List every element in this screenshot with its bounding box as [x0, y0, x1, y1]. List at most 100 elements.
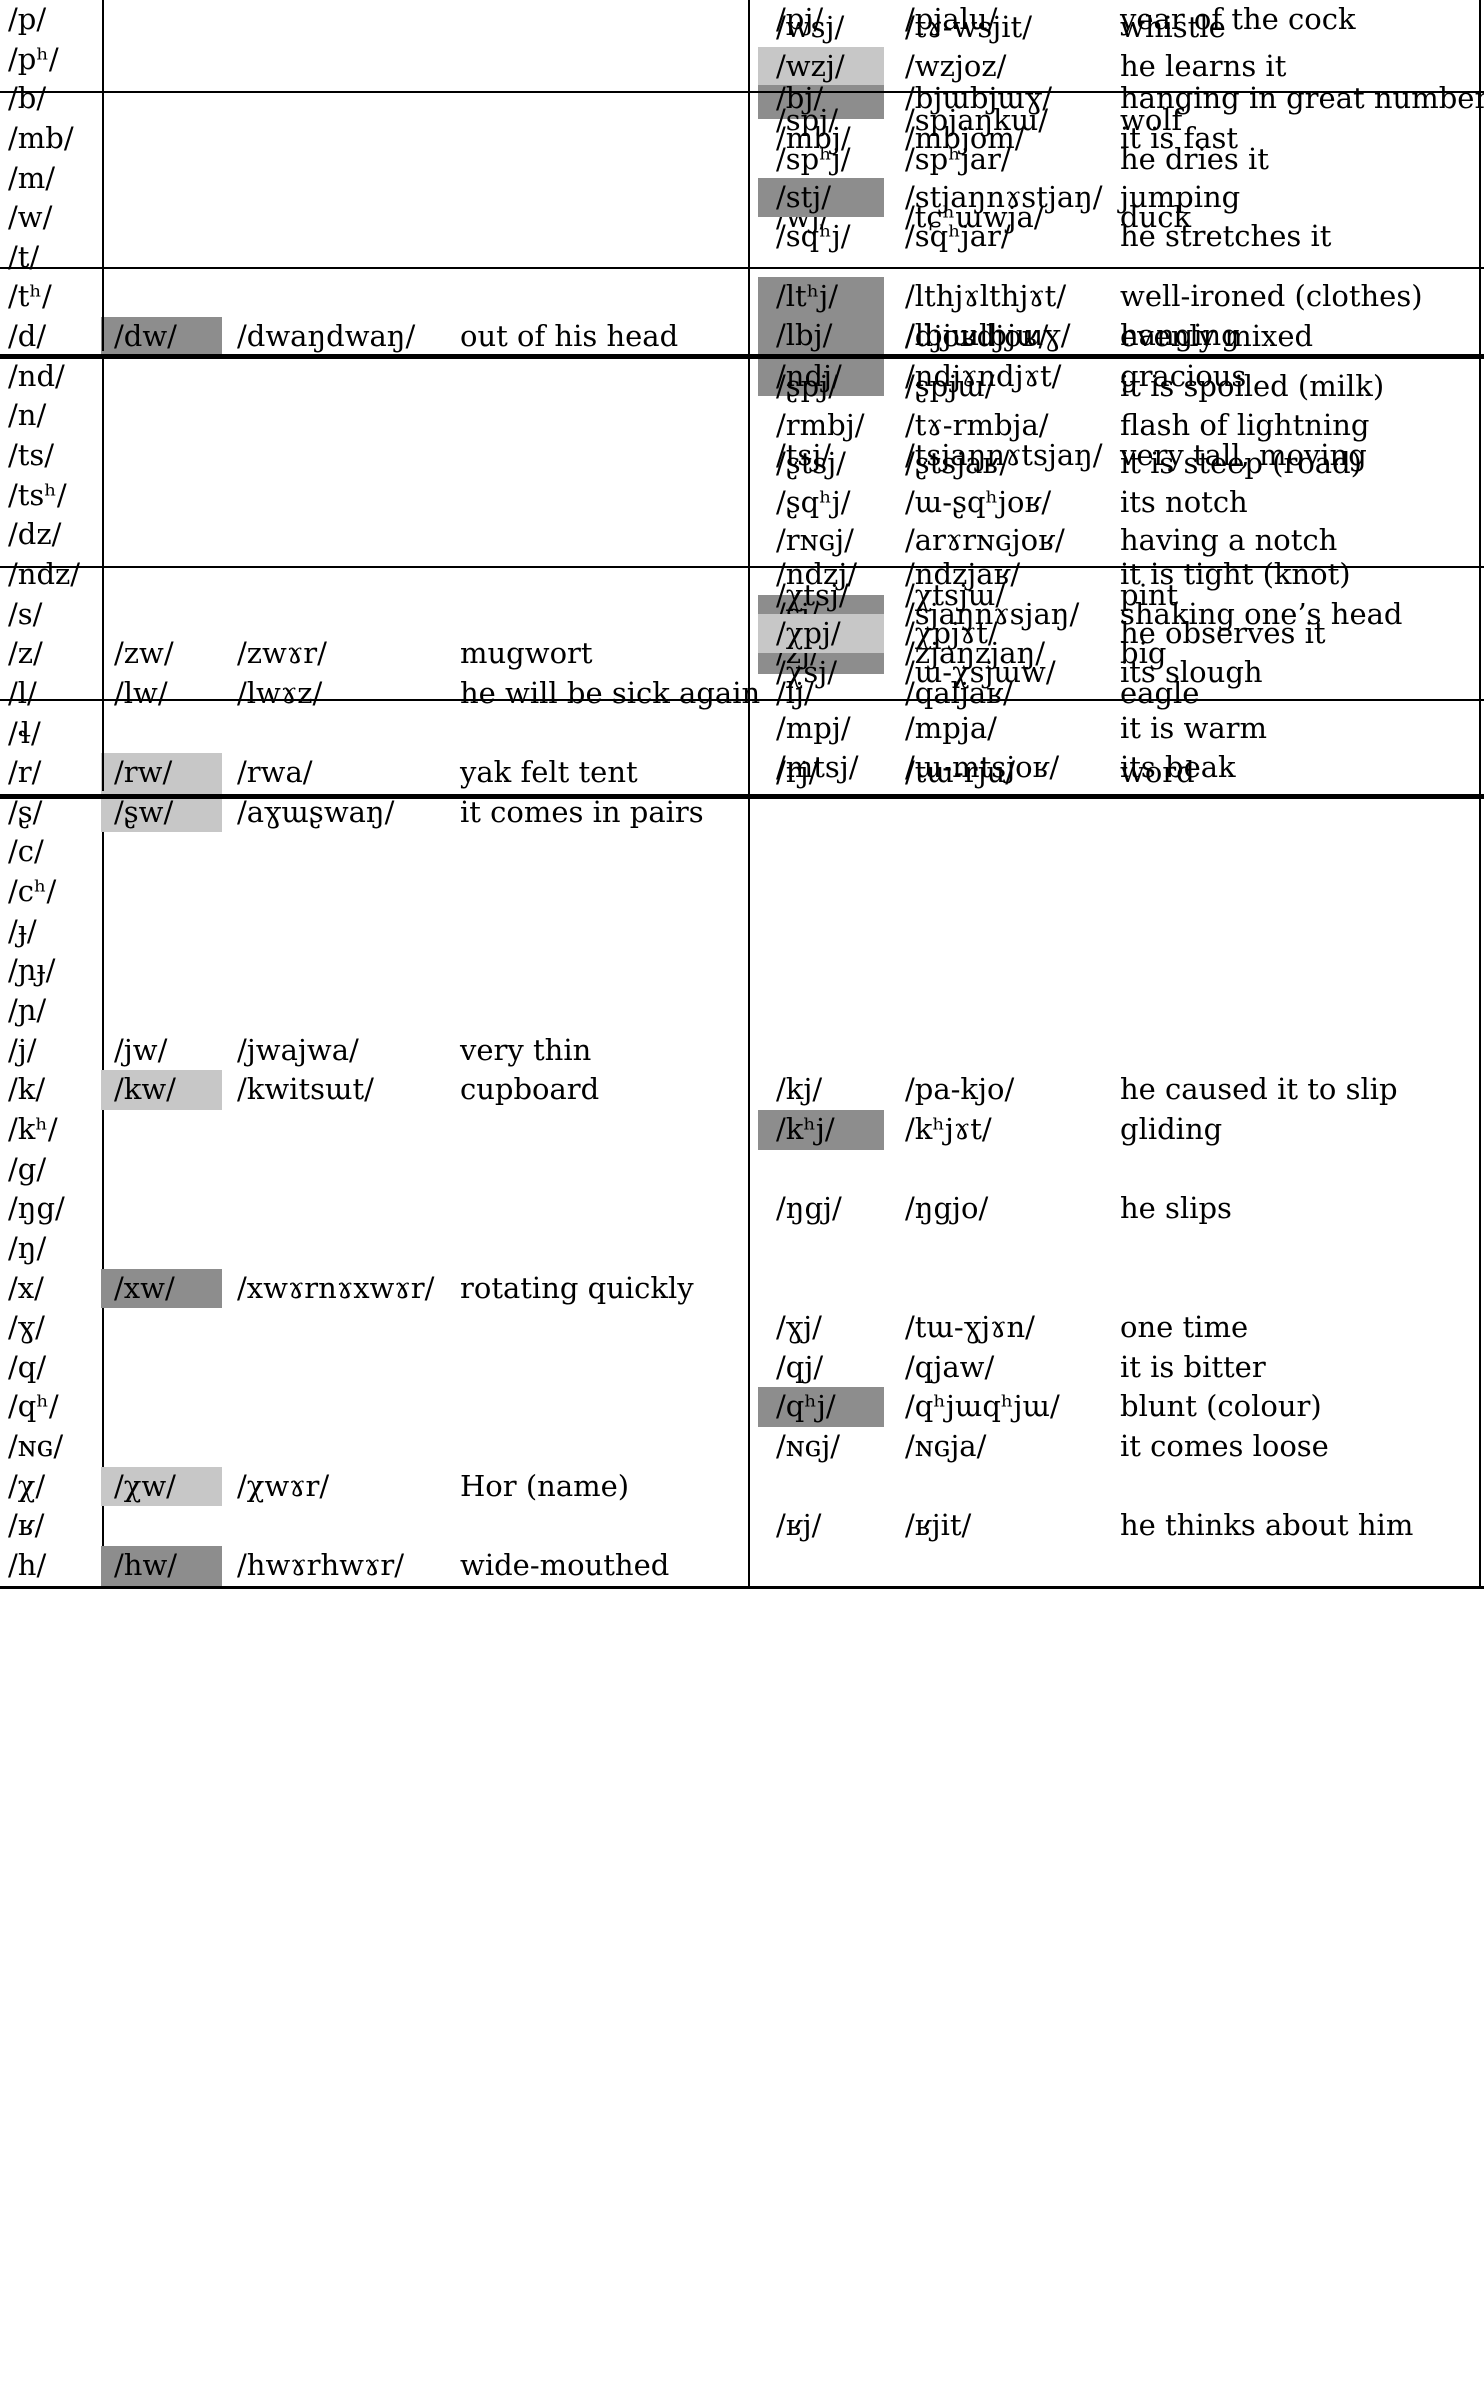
gloss-label: evenly mixed	[1120, 319, 1314, 354]
table-row: /χ/ /χw/ /χwɤr/Hor (name)	[0, 1466, 748, 1507]
gloss-label: eagle	[1120, 675, 1200, 710]
table-row: /χpj/ /χpjɤt/he observes it	[0, 614, 1484, 653]
vertical-rule	[1479, 96, 1481, 264]
phoneme-label: /ɬ/	[8, 715, 41, 750]
gloss-label: hanging	[1120, 317, 1240, 352]
cluster-label	[758, 1467, 884, 1507]
example-label: /ŋgjo/	[905, 1191, 989, 1226]
table-row: /ʂpj/ /ʂpjɯ/it is spoiled (milk)	[0, 367, 1484, 406]
cluster-label: /ltʰj/	[758, 277, 884, 316]
cluster-label: /ɣj/	[776, 1310, 822, 1345]
example-label: /tɯ-rju/	[905, 755, 1016, 790]
cluster-label: /spʰj/	[776, 141, 851, 176]
cluster-label: /lbj/	[758, 315, 884, 354]
table-row: /ɣ/	[0, 1308, 748, 1348]
gloss-label: out of his head	[460, 319, 679, 354]
gloss-label: it comes loose	[1120, 1429, 1329, 1464]
table-row: /s/	[0, 595, 748, 635]
table-row: /pj/ /pjalu/year of the cock	[748, 0, 1484, 40]
example-label: /tsjaŋnɤtsjaŋ/	[905, 438, 1103, 473]
cluster-label: /sqʰj/	[776, 218, 851, 253]
cluster-label	[758, 951, 884, 991]
example-label: /tɤ-wsjit/	[905, 10, 1032, 44]
table-row: /ɟ/	[0, 912, 748, 952]
table-row: /p/	[0, 0, 748, 40]
gloss-label: very tall, moving	[1120, 438, 1367, 473]
cluster-label: /wsj/	[776, 10, 845, 44]
phoneme-label: /d/	[8, 319, 47, 354]
example-label: /pa-kjo/	[905, 1072, 1015, 1107]
cluster-band: /mpj/ /mpja/it is warm/mtsj/ /ɯ-mtsjoʁ/its…	[0, 701, 1484, 799]
cluster-label: /χw/	[101, 1466, 222, 1507]
table-row: /m/	[0, 159, 748, 199]
phoneme-label: /ŋ/	[8, 1230, 47, 1265]
example-label: /dwaŋdwaŋ/	[237, 319, 416, 354]
table-row: /rɴɢj/ /arɤrɴɢjoʁ/having a notch	[0, 521, 1484, 560]
table-row: /ŋ/	[0, 1229, 748, 1269]
cluster-label: /rmbj/	[776, 407, 865, 442]
vertical-rule	[1479, 0, 1481, 1586]
example-label: /stjaŋnɤstjaŋ/	[905, 180, 1103, 214]
cluster-label	[101, 1348, 222, 1388]
table-row: /x/ /xw/ /xwɤrnɤxwɤr/rotating quickly	[0, 1268, 748, 1309]
vertical-rule	[748, 3, 750, 88]
main-consonant-table: /p//pʰ//b//mb//m//w//t//tʰ//d//dw//dwaŋd…	[0, 0, 1484, 1589]
example-label: /kʰjɤt/	[905, 1111, 992, 1146]
table-row	[748, 1031, 1484, 1071]
table-row: /j/ /jw/ /jwajwa/very thin	[0, 1031, 748, 1071]
table-row: /l/ /lw/ /lwɤz/he will be sick again	[0, 674, 760, 714]
phoneme-label: /r/	[8, 755, 42, 790]
vertical-rule	[748, 362, 750, 563]
example-label: /tɯ-ɣjɤn/	[905, 1310, 1035, 1345]
cluster-label: /xw/	[101, 1268, 222, 1309]
cluster-label: /rɴɢj/	[776, 523, 854, 557]
table-row: /mb/	[0, 119, 748, 159]
gloss-label: its notch	[1120, 484, 1248, 519]
table-row: /c/	[0, 832, 748, 872]
phoneme-label: /cʰ/	[8, 874, 57, 909]
gloss-label: he learns it	[1120, 48, 1287, 83]
example-label: /qjaw/	[905, 1349, 995, 1384]
phoneme-label: /mb/	[8, 120, 74, 155]
example-label: /hwɤrhwɤr/	[237, 1547, 404, 1582]
gloss-label: yak felt tent	[460, 755, 638, 790]
table-row: /mpj/ /mpja/it is warm	[0, 709, 1484, 748]
cluster-label: /ʂw/	[101, 792, 222, 833]
gloss-label: year of the cock	[1120, 2, 1356, 36]
example-label: /lwɤz/	[237, 675, 323, 710]
cluster-label	[758, 912, 884, 952]
cluster-label	[101, 1189, 222, 1229]
phoneme-label: /q/	[8, 1349, 47, 1384]
table-row: /lbj/ /lbjɯlbjɯɣ/hanging	[0, 315, 1484, 354]
table-row: /bj/ /bjɯbjɯɣ/hanging in great number	[748, 79, 1484, 119]
example-label: /zjaŋzjaŋ/	[905, 636, 1046, 671]
gloss-label: it is fast	[1120, 120, 1239, 155]
table-row: /tsʰ/	[0, 476, 748, 516]
table-row	[748, 991, 1484, 1031]
gloss-label: big	[1120, 636, 1167, 671]
gloss-label: he stretches it	[1120, 218, 1332, 253]
cluster-label: /lw/	[114, 675, 168, 710]
gloss-label: gracious	[1120, 358, 1247, 393]
gloss-label: Hor (name)	[460, 1468, 630, 1503]
gloss-label: he observes it	[1120, 616, 1326, 650]
example-label: /wzjoz/	[905, 48, 1007, 83]
example-label: /ɯ-χsjɯw/	[905, 654, 1056, 689]
phoneme-label: /tʰ/	[8, 279, 52, 314]
cluster-label: /mpj/	[776, 711, 851, 745]
example-label: /spʰjar/	[905, 141, 1011, 176]
cluster-label	[101, 832, 222, 872]
table-row: /ɴɢj/ /ɴɢja/it comes loose	[748, 1427, 1484, 1467]
table-row: /ʁ/	[0, 1506, 748, 1546]
table-row: /spj/ /spjaŋkɯ/wolf	[0, 101, 1484, 140]
cluster-label	[101, 1506, 222, 1546]
cluster-label	[758, 1269, 884, 1309]
vertical-rule	[1479, 272, 1481, 351]
cluster-label	[101, 1229, 222, 1269]
cluster-label: /rw/	[101, 753, 222, 793]
gloss-label: wolf	[1120, 103, 1183, 137]
vertical-rule	[102, 3, 104, 88]
cluster-label: /spj/	[776, 103, 838, 137]
table-row: /w/	[0, 198, 748, 238]
